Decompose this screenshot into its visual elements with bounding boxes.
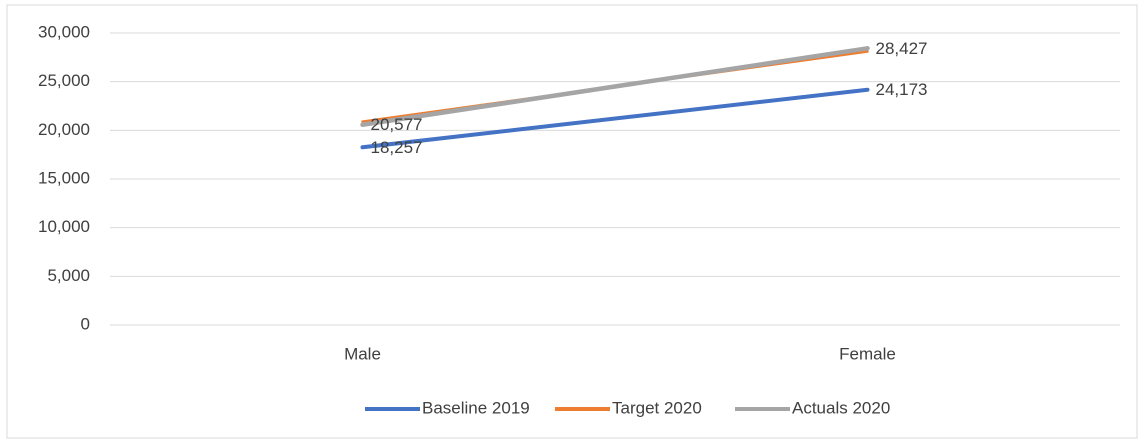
x-tick-label: Male xyxy=(344,344,381,363)
y-tick-label: 15,000 xyxy=(38,168,90,187)
y-tick-label: 0 xyxy=(81,314,90,333)
series-line xyxy=(360,87,870,150)
y-tick-label: 10,000 xyxy=(38,217,90,236)
chart-border xyxy=(6,4,1138,439)
data-label: 18,257 xyxy=(371,138,423,157)
y-tick-label: 5,000 xyxy=(47,266,90,285)
data-label: 20,577 xyxy=(371,115,423,134)
x-tick-label: Female xyxy=(839,344,896,363)
legend-label: Target 2020 xyxy=(612,398,702,417)
data-label: 24,173 xyxy=(876,80,928,99)
y-tick-label: 20,000 xyxy=(38,120,90,139)
series-line xyxy=(360,46,870,127)
y-tick-label: 25,000 xyxy=(38,71,90,90)
data-label: 28,427 xyxy=(876,39,928,58)
legend-label: Baseline 2019 xyxy=(422,398,530,417)
y-tick-label: 30,000 xyxy=(38,22,90,41)
legend-label: Actuals 2020 xyxy=(792,398,890,417)
